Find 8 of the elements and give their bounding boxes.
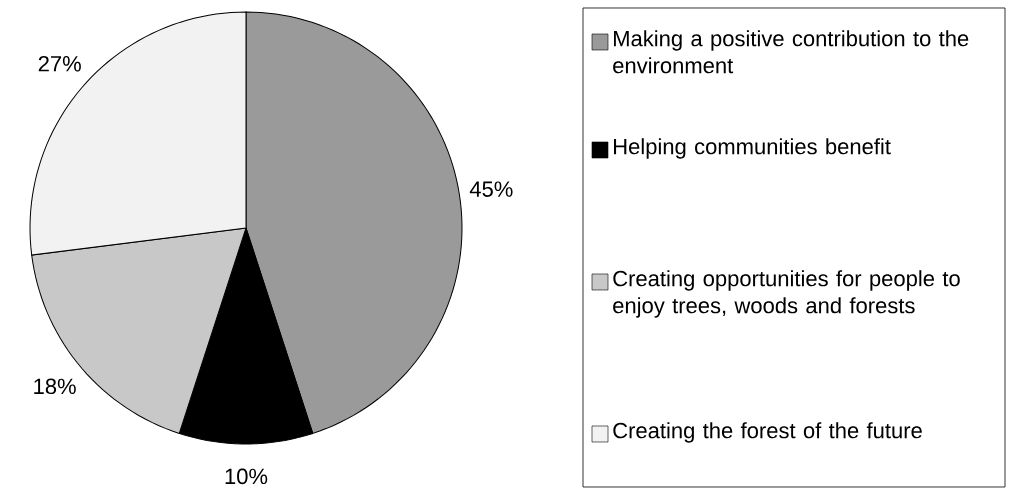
data-label: 27% (38, 55, 81, 72)
legend-label: Helping communities benefit (614, 138, 891, 159)
data-label: 45% (469, 181, 513, 197)
data-label: 18% (34, 378, 76, 395)
legend-label: Creating the forest of the future (613, 422, 922, 443)
legend-label: Making a positive contribution to the environment (613, 30, 969, 74)
legend-label: Creating opportunities for people to enjoy trees, woods and forests (613, 270, 960, 318)
data-label: 10% (225, 468, 268, 485)
